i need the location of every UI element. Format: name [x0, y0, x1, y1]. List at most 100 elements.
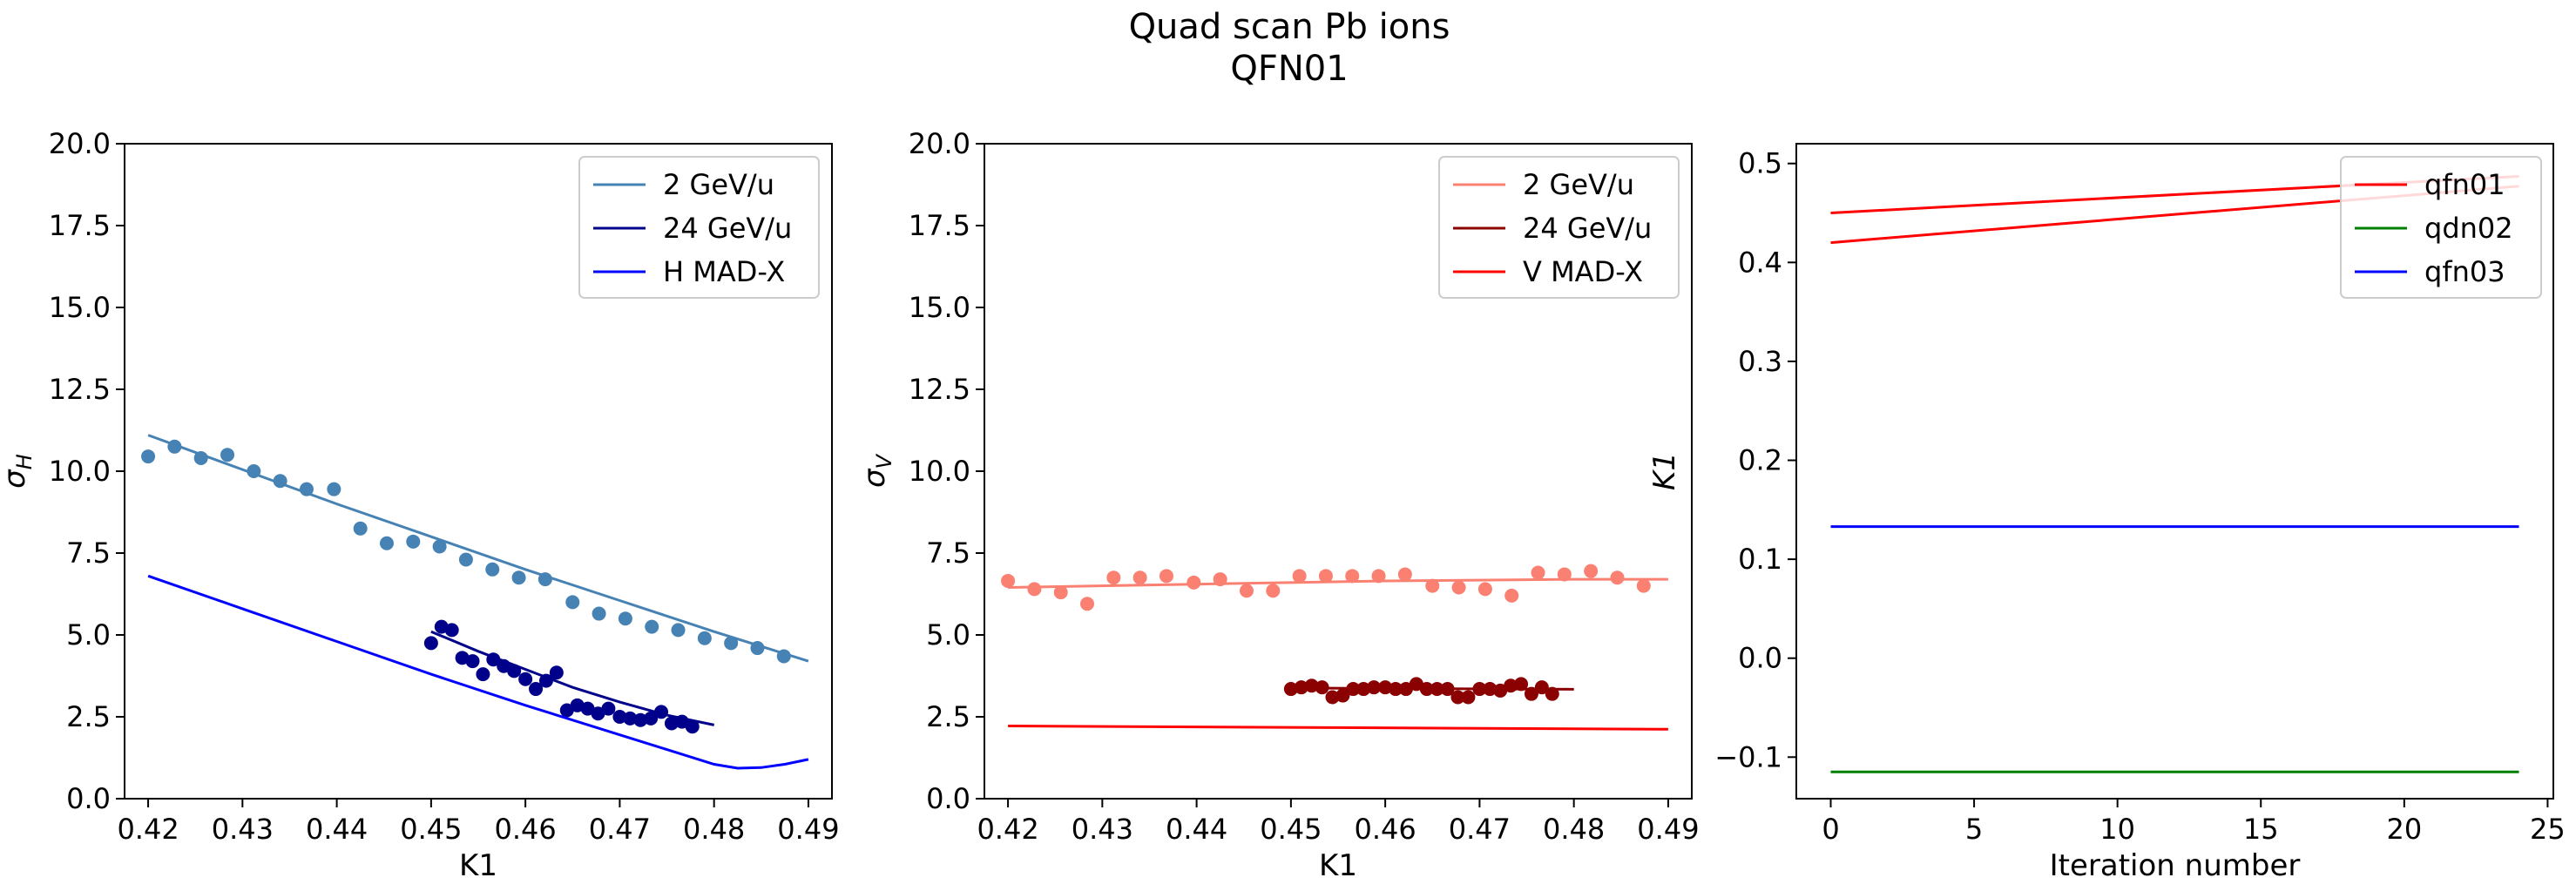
legend: qfn01 qdn02 qfn03 — [2340, 156, 2542, 299]
data-point — [580, 701, 595, 716]
y-tick-label: 15.0 — [909, 291, 970, 324]
data-point — [1001, 573, 1016, 588]
data-point — [1461, 690, 1476, 705]
data-point — [220, 448, 235, 462]
x-tick-label: 0.48 — [683, 813, 745, 846]
y-axis-label-symbol: K1 — [1647, 452, 1682, 490]
data-point — [518, 672, 533, 686]
y-tick-label: 15.0 — [49, 291, 111, 324]
data-point — [1610, 570, 1625, 585]
legend-entry: V MAD-X — [1523, 255, 1643, 288]
data-point — [444, 623, 459, 638]
data-point — [592, 606, 606, 621]
legend: 2 GeV/u 24 GeV/u H MAD-X — [578, 156, 820, 299]
data-point — [1053, 585, 1068, 600]
data-point — [1106, 570, 1121, 585]
y-tick-label: 2.5 — [926, 700, 970, 733]
data-point — [529, 682, 544, 697]
x-tick-label: 0.49 — [777, 813, 839, 846]
data-point — [465, 654, 480, 669]
x-tick-label: 15 — [2243, 813, 2279, 846]
y-tick-label: 5.0 — [66, 618, 111, 651]
data-point — [685, 719, 700, 734]
data-point — [664, 716, 679, 731]
data-point — [1132, 570, 1147, 585]
fit-line — [1290, 686, 1574, 691]
data-point — [633, 712, 648, 727]
data-point — [559, 703, 574, 718]
data-point — [549, 665, 564, 680]
data-point — [1335, 688, 1350, 703]
y-axis-label-symbol: σ — [0, 469, 32, 489]
legend-entry: 2 GeV/u — [663, 168, 774, 201]
data-point — [1027, 582, 1042, 597]
y-tick-label: 0.5 — [1738, 147, 1782, 180]
y-axis-label-subscript: H — [12, 454, 37, 469]
data-point — [1477, 582, 1492, 597]
model-line — [1008, 725, 1668, 731]
x-axis-label: K1 — [459, 848, 497, 883]
y-tick-label: 7.5 — [66, 537, 111, 570]
data-point — [618, 611, 632, 626]
data-point — [612, 710, 627, 724]
data-point — [1534, 680, 1549, 695]
y-tick-label: 10.0 — [49, 455, 111, 488]
y-tick-label: 2.5 — [66, 700, 111, 733]
data-point — [645, 619, 659, 634]
data-point — [1266, 584, 1281, 598]
x-tick-label: 0.46 — [1355, 813, 1416, 846]
data-point — [1080, 597, 1095, 611]
fit-line — [147, 434, 809, 663]
data-point — [1159, 569, 1173, 584]
x-tick-label: 0 — [1822, 813, 1839, 846]
panel-horizontal: 0.42 0.43 0.44 0.45 0.46 0.47 0.48 0.49 0.0 2.5 5.… — [0, 127, 840, 883]
data-point — [1239, 584, 1254, 598]
y-tick-label: 10.0 — [909, 455, 970, 488]
legend-frame — [2340, 156, 2542, 299]
y-tick-label: 5.0 — [926, 618, 970, 651]
x-tick-label: 0.44 — [1166, 813, 1227, 846]
x-tick-label: 0.43 — [212, 813, 274, 846]
data-point — [458, 552, 473, 567]
y-tick-label: 17.5 — [909, 209, 970, 242]
y-tick-label: 17.5 — [49, 209, 111, 242]
data-point — [423, 636, 438, 651]
legend-entry: H MAD-X — [663, 255, 785, 288]
data-point — [565, 595, 580, 610]
x-tick-label: 0.46 — [495, 813, 557, 846]
legend-entry: qfn03 — [2424, 255, 2505, 288]
y-axis-label: σV — [857, 453, 896, 488]
x-tick-label: 0.42 — [977, 813, 1038, 846]
data-point — [1451, 580, 1466, 595]
data-point — [485, 562, 500, 577]
panel-iterations: 0 5 10 15 20 25 −0.1 0.0 0.1 0.2 0.3 0.4 0.5 Iteratio… — [1647, 143, 2566, 883]
data-point — [1450, 690, 1465, 705]
x-tick-label: 0.43 — [1072, 813, 1133, 846]
y-tick-label: 0.4 — [1738, 246, 1782, 279]
y-tick-label: 7.5 — [926, 537, 970, 570]
data-point — [1318, 569, 1333, 584]
data-point — [1283, 682, 1298, 697]
y-axis-label-symbol: σ — [857, 468, 892, 488]
x-tick-label: 0.45 — [1260, 813, 1322, 846]
y-tick-label: 0.3 — [1738, 345, 1782, 378]
y-tick-label: 0.0 — [926, 782, 970, 815]
model-line — [147, 574, 809, 770]
legend-entry: qdn02 — [2424, 212, 2513, 245]
y-tick-label: 12.5 — [49, 373, 111, 406]
x-tick-label: 0.42 — [117, 813, 179, 846]
y-tick-label: 0.0 — [1738, 642, 1782, 675]
fit-line — [430, 630, 715, 726]
y-tick-label: 20.0 — [909, 127, 970, 160]
legend-entry: qfn01 — [2424, 168, 2505, 201]
data-point — [671, 623, 686, 638]
x-tick-label: 25 — [2530, 813, 2566, 846]
data-point — [1425, 578, 1440, 593]
y-axis-label: σH — [0, 454, 37, 489]
y-tick-label: 12.5 — [909, 373, 970, 406]
data-point — [511, 570, 526, 585]
y-tick-label: 0.1 — [1738, 543, 1782, 576]
data-point — [1371, 569, 1386, 584]
data-point — [1345, 569, 1360, 584]
data-point — [623, 711, 638, 726]
